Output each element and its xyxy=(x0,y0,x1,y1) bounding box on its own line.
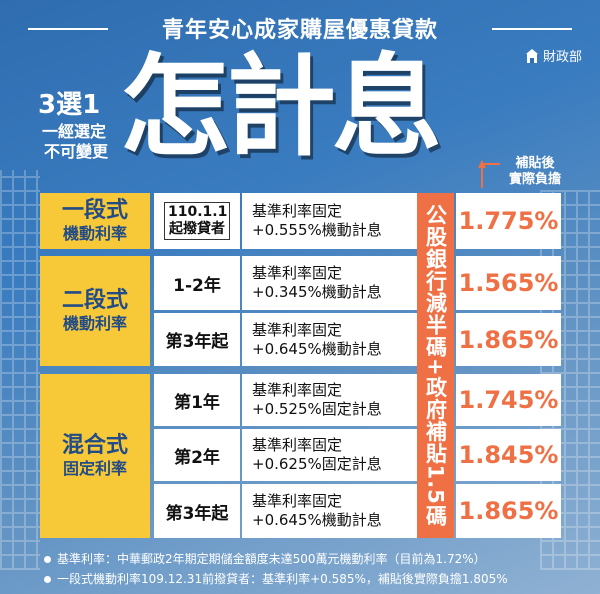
choose-count: 3選1 xyxy=(38,90,101,120)
note-one-stage: 一段式機動利率109.12.31前撥貸者：基準利率+0.585%，補貼後實際負擔… xyxy=(44,570,508,587)
plan-two-stage-period-1: 1-2年 xyxy=(154,256,240,310)
plan-two-stage-rate-2: 1.865% xyxy=(456,313,561,366)
bullet-icon xyxy=(44,576,51,583)
plan-one-stage-label: 一段式 機動利率 xyxy=(40,193,150,249)
plan-period-tag: 110.1.1起撥貸者 xyxy=(164,202,230,240)
plan-one-stage-desc: 基準利率固定 +0.555%機動計息 xyxy=(242,193,417,249)
headline: 怎計息 xyxy=(120,43,442,171)
discount-bar: 公股銀行減半碼+政府補貼1.5碼 xyxy=(417,193,454,538)
plan-mixed-label: 混合式 固定利率 xyxy=(40,374,150,538)
plan-two-stage-desc-2: 基準利率固定 +0.645%機動計息 xyxy=(242,313,417,366)
plan-two-stage-period-2: 第3年起 xyxy=(154,313,240,366)
plan-mixed-period-2: 第2年 xyxy=(154,429,240,481)
plan-two-stage-desc-1: 基準利率固定 +0.345%機動計息 xyxy=(242,256,417,310)
subsidy-arrow-icon xyxy=(478,160,500,188)
choose-note-line2: 不可變更 xyxy=(44,142,109,161)
plan-two-stage-rate-1: 1.565% xyxy=(456,256,561,310)
plan-mixed-period-1: 第1年 xyxy=(154,374,240,426)
ministry-logo: 財政部 xyxy=(525,46,582,65)
plan-two-stage-label: 二段式 機動利率 xyxy=(40,256,150,366)
ministry-name: 財政部 xyxy=(542,50,582,65)
header-line-right xyxy=(492,28,572,30)
plan-one-stage-period: 110.1.1起撥貸者 xyxy=(154,193,240,249)
building-icon xyxy=(525,48,538,63)
plan-mixed-rate-3: 1.865% xyxy=(456,484,561,538)
discount-text: 公股銀行減半碼+政府補貼1.5碼 xyxy=(423,204,448,527)
plan-mixed-desc-2: 基準利率固定 +0.625%固定計息 xyxy=(242,429,417,481)
plan-mixed-rate-2: 1.845% xyxy=(456,429,561,481)
header-line-left xyxy=(28,28,108,30)
plan-one-stage-rate: 1.775% xyxy=(456,193,561,249)
plan-mixed-period-3: 第3年起 xyxy=(154,484,240,538)
bullet-icon xyxy=(44,556,51,563)
plan-mixed-desc-3: 基準利率固定 +0.645%機動計息 xyxy=(242,484,417,538)
note-base-rate: 基準利率：中華郵政2年期定期儲金額度未達500萬元機動利率（目前為1.72%） xyxy=(44,550,486,567)
plan-mixed-desc-1: 基準利率固定 +0.525%固定計息 xyxy=(242,374,417,426)
background-building-left xyxy=(0,170,40,570)
subsidy-label: 補貼後 實際負擔 xyxy=(508,156,561,187)
choose-note-line1: 一經選定 xyxy=(42,122,107,141)
page-title: 青年安心成家購屋優惠貸款 xyxy=(161,18,438,43)
plan-mixed-rate-1: 1.745% xyxy=(456,374,561,426)
